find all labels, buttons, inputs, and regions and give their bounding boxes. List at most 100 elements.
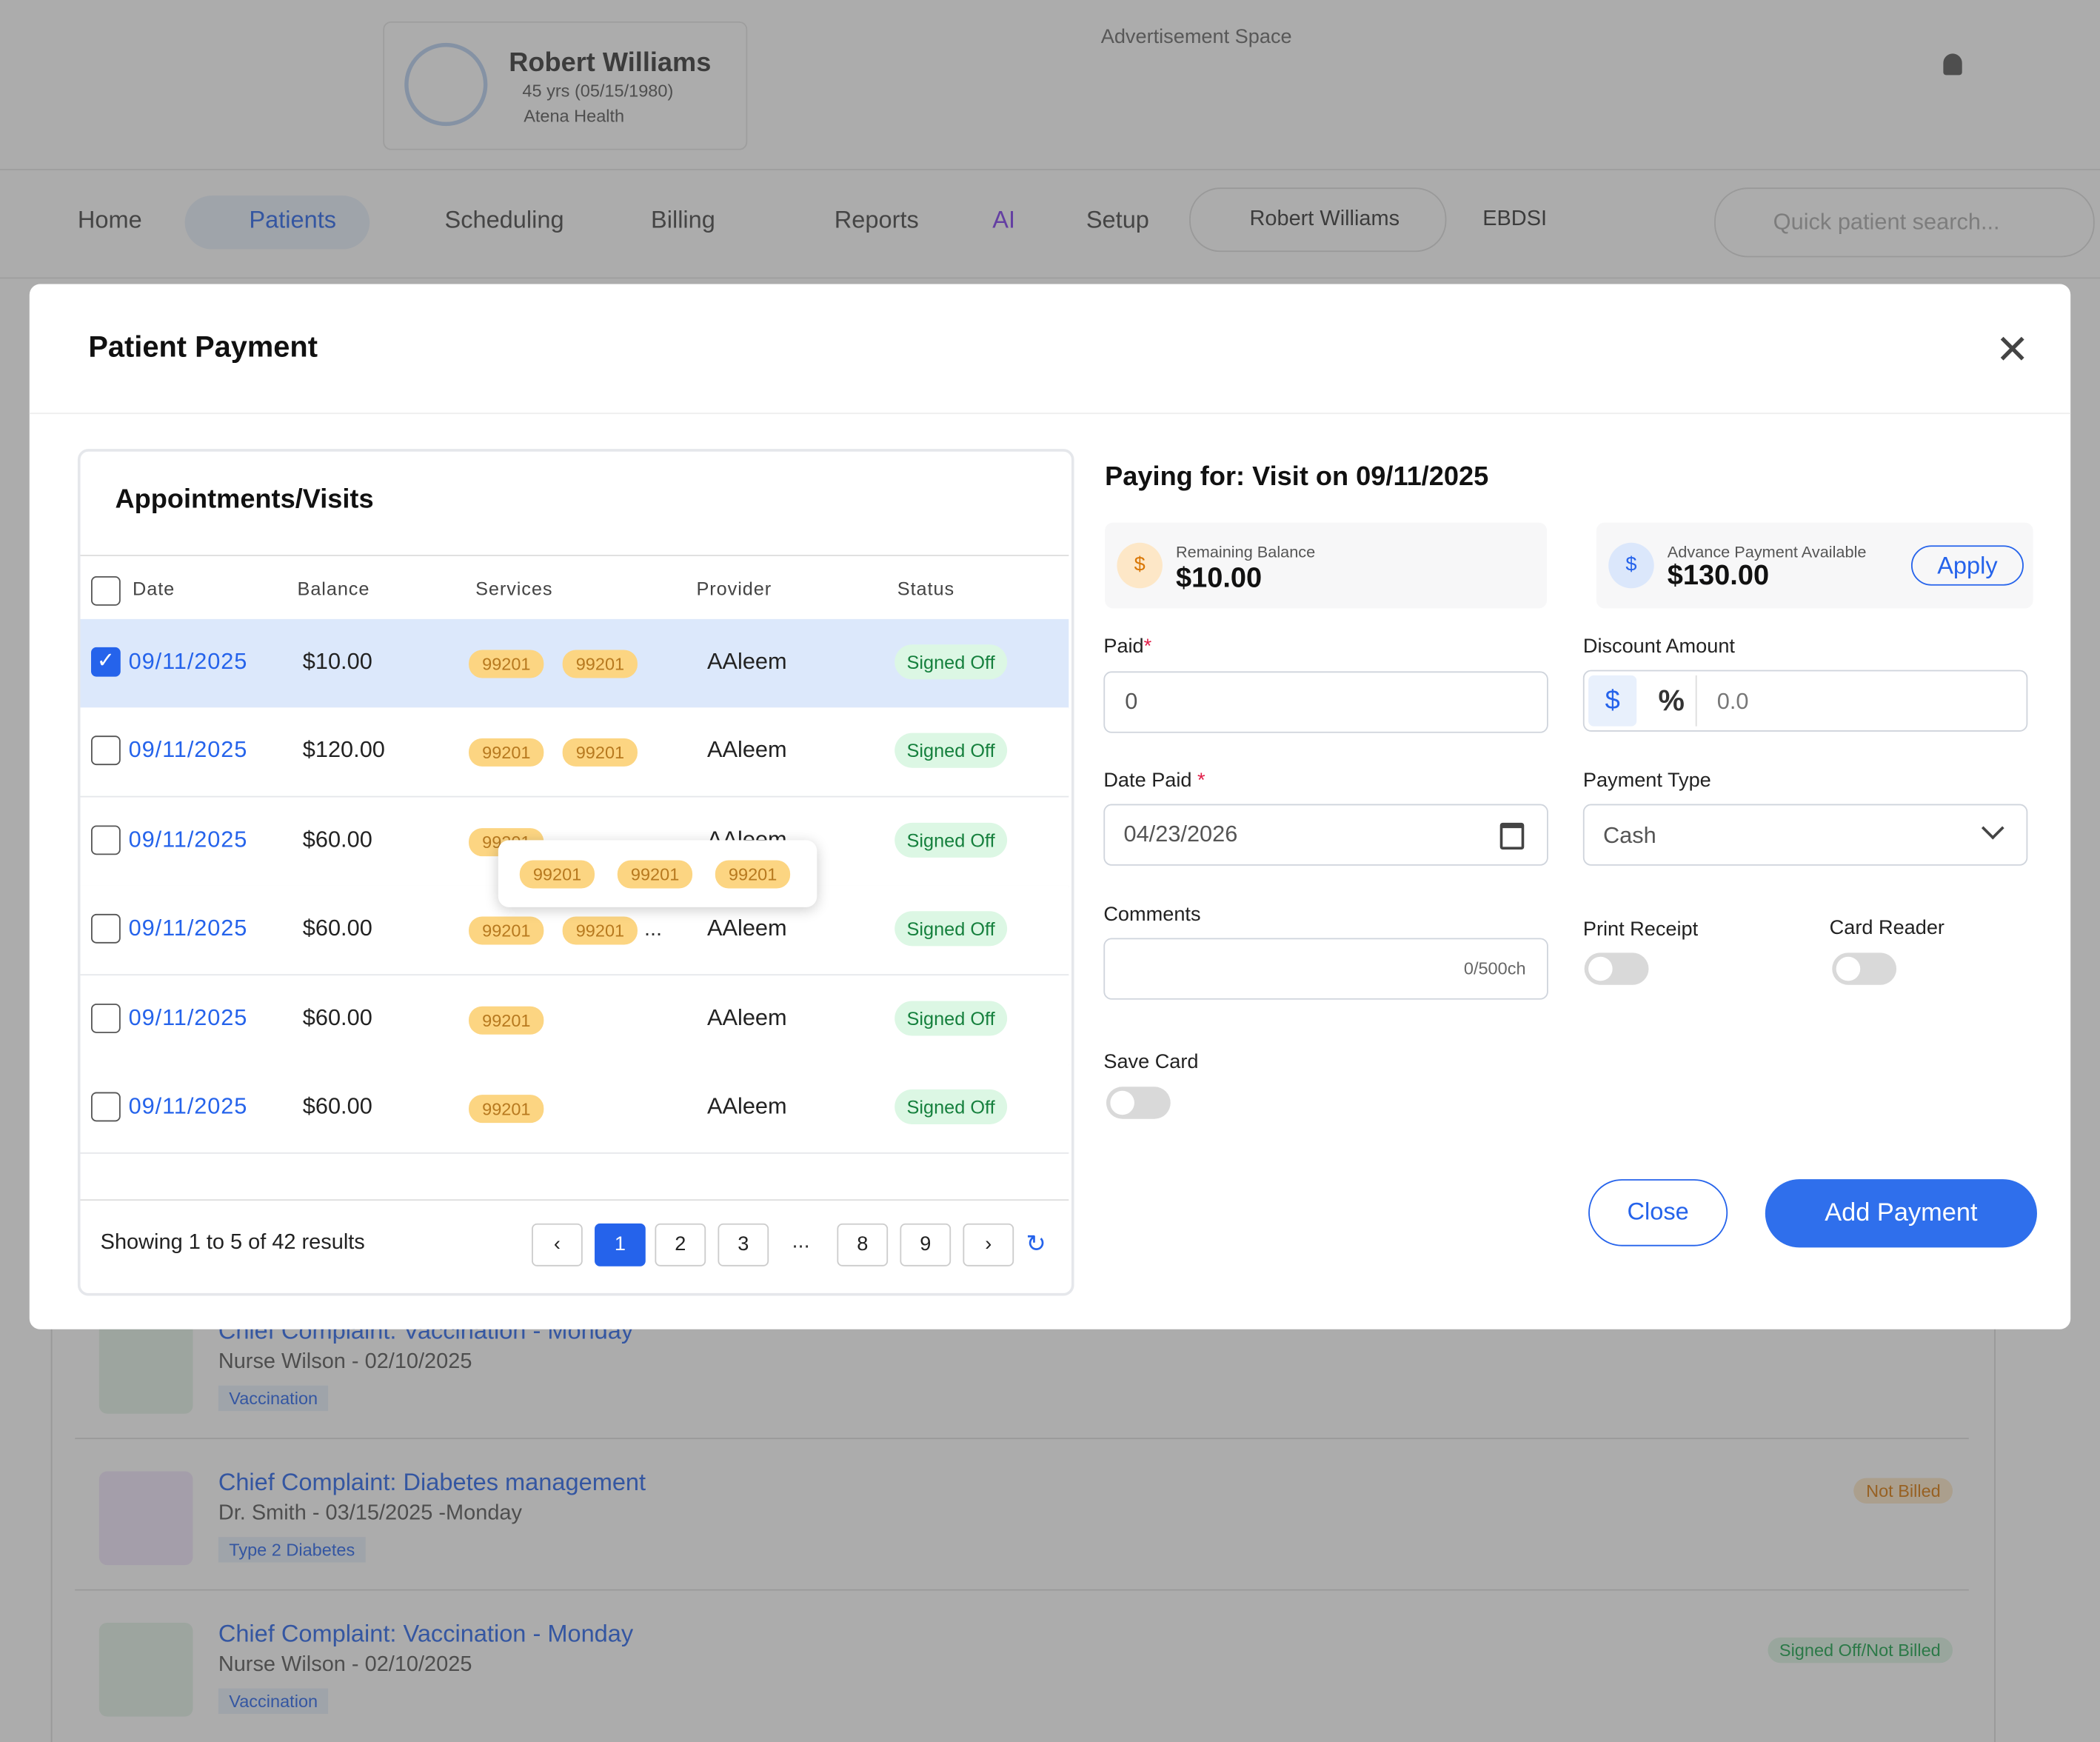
service-chip: 99201 (469, 650, 544, 678)
next-page[interactable]: › (963, 1223, 1014, 1267)
save-toggle[interactable] (1106, 1087, 1171, 1119)
visit-date[interactable]: 09/11/2025 (128, 1093, 248, 1119)
discount-dollar[interactable]: $ (1588, 675, 1637, 727)
visit-date[interactable]: 09/11/2025 (128, 915, 248, 941)
nav-item[interactable]: AI (992, 206, 1016, 233)
visit-date[interactable]: 09/11/2025 (128, 1004, 248, 1030)
add-payment-button[interactable]: Add Payment (1765, 1179, 2037, 1248)
date-value[interactable]: 04/23/2026 (1123, 821, 1238, 847)
row-checkbox[interactable] (90, 825, 121, 855)
required: * (1197, 769, 1206, 792)
visit-provider: AAleem (706, 737, 787, 764)
search-placeholder[interactable]: Quick patient search... (1773, 209, 2000, 235)
paying-for: Paying for: Visit on 09/11/2025 (1105, 462, 1489, 492)
page-button[interactable]: 8 (837, 1223, 889, 1267)
close-x[interactable]: ✕ (1995, 328, 2030, 373)
visits-title: Appointments/Visits (115, 484, 374, 515)
visit-date[interactable]: 09/11/2025 (128, 737, 248, 764)
list-title: Chief Complaint: Vaccination - Monday (218, 1620, 634, 1647)
visit-provider: AAleem (706, 648, 787, 675)
discount-value[interactable]: 0.0 (1716, 688, 1749, 715)
type-value[interactable]: Cash (1602, 822, 1656, 849)
row-checkbox[interactable] (90, 1003, 121, 1033)
nav-item[interactable]: Setup (1086, 206, 1149, 233)
discount-percent[interactable]: % (1648, 675, 1697, 727)
nav-item[interactable]: Patients (249, 206, 337, 233)
tooltip-chip: 99201 (519, 860, 595, 889)
visit-balance: $60.00 (302, 826, 372, 852)
page-button[interactable]: 1 (595, 1223, 646, 1267)
apply-button[interactable]: Apply (1910, 545, 2024, 586)
remaining-label: Remaining Balance (1176, 542, 1316, 562)
label-text: Date Paid (1103, 769, 1192, 792)
visit-balance: $60.00 (302, 915, 372, 941)
visit-status: Signed Off (894, 822, 1007, 858)
patient-name: Robert Williams (509, 48, 712, 78)
nav-item[interactable]: Reports (834, 206, 919, 233)
more-services[interactable]: ... (643, 918, 663, 941)
advance-card (1596, 522, 2033, 609)
date-label: Date Paid * (1103, 769, 1205, 792)
visit-status: Signed Off (894, 911, 1007, 947)
search[interactable] (1714, 187, 2095, 258)
paid-input[interactable] (1103, 671, 1548, 733)
calendar-icon[interactable] (1499, 822, 1525, 850)
label-text: Paid (1103, 635, 1144, 658)
visit-balance: $60.00 (302, 1093, 372, 1119)
page-button[interactable]: 2 (655, 1223, 706, 1267)
nav-item[interactable]: Home (77, 206, 142, 233)
advance-icon: $ (1608, 542, 1654, 589)
comments-input[interactable] (1103, 938, 1548, 1000)
advance-label: Advance Payment Available (1667, 542, 1867, 562)
row-checkbox[interactable]: ✓ (90, 647, 121, 677)
date-input[interactable] (1103, 804, 1548, 866)
list-divider (75, 1589, 1969, 1591)
type-select[interactable] (1582, 804, 2028, 866)
column-header: Balance (297, 577, 370, 599)
column-header: Provider (696, 577, 772, 599)
row-checkbox[interactable] (90, 735, 121, 766)
list-subtitle: Dr. Smith - 03/15/2025 -Monday (218, 1502, 522, 1525)
org[interactable]: EBDSI (1482, 207, 1548, 231)
service-chip: 99201 (562, 650, 638, 678)
visit-status: Signed Off (894, 733, 1007, 769)
visit-provider: AAleem (706, 1093, 787, 1119)
nav-bar (0, 168, 2100, 279)
reader-toggle[interactable] (1832, 952, 1897, 985)
discount-label: Discount Amount (1582, 635, 1735, 658)
tooltip-chip: 99201 (715, 860, 791, 889)
comments-counter: 0/500ch (1463, 958, 1526, 978)
page-button[interactable]: 3 (718, 1223, 769, 1267)
nav-item[interactable]: Scheduling (444, 206, 564, 233)
page-button[interactable]: ... (792, 1229, 810, 1253)
visits-panel (77, 449, 1074, 1296)
service-chip: 99201 (562, 738, 638, 767)
discount-input[interactable] (1582, 670, 2028, 732)
remaining-value: $10.00 (1176, 562, 1263, 594)
user-name[interactable]: Robert Williams (1249, 207, 1400, 231)
advance-value: $130.00 (1667, 560, 1770, 591)
page-button[interactable]: 9 (900, 1223, 952, 1267)
print-toggle[interactable] (1584, 952, 1649, 985)
list-title: Chief Complaint: Diabetes management (218, 1468, 646, 1496)
close-button[interactable]: Close (1588, 1179, 1728, 1247)
refresh[interactable]: ↻ (1026, 1229, 1046, 1258)
user-pill[interactable] (1189, 187, 1447, 253)
divider (80, 1199, 1069, 1201)
row-checkbox[interactable] (90, 914, 121, 944)
prev-page[interactable]: ‹ (532, 1223, 583, 1267)
modal-title: Patient Payment (88, 330, 318, 364)
visit-status: Signed Off (894, 1089, 1007, 1124)
list-icon (98, 1622, 193, 1717)
checkbox-all[interactable] (90, 575, 121, 606)
paid-value[interactable]: 0 (1125, 688, 1138, 715)
nav-active (184, 196, 370, 250)
visit-date[interactable]: 09/11/2025 (128, 826, 248, 852)
list-icon (98, 1471, 193, 1566)
nav-item[interactable]: Billing (651, 206, 715, 233)
visit-date[interactable]: 09/11/2025 (128, 648, 248, 675)
bell[interactable] (1943, 53, 1962, 76)
row-checkbox[interactable] (90, 1092, 121, 1122)
tooltip-chip: 99201 (617, 860, 693, 889)
